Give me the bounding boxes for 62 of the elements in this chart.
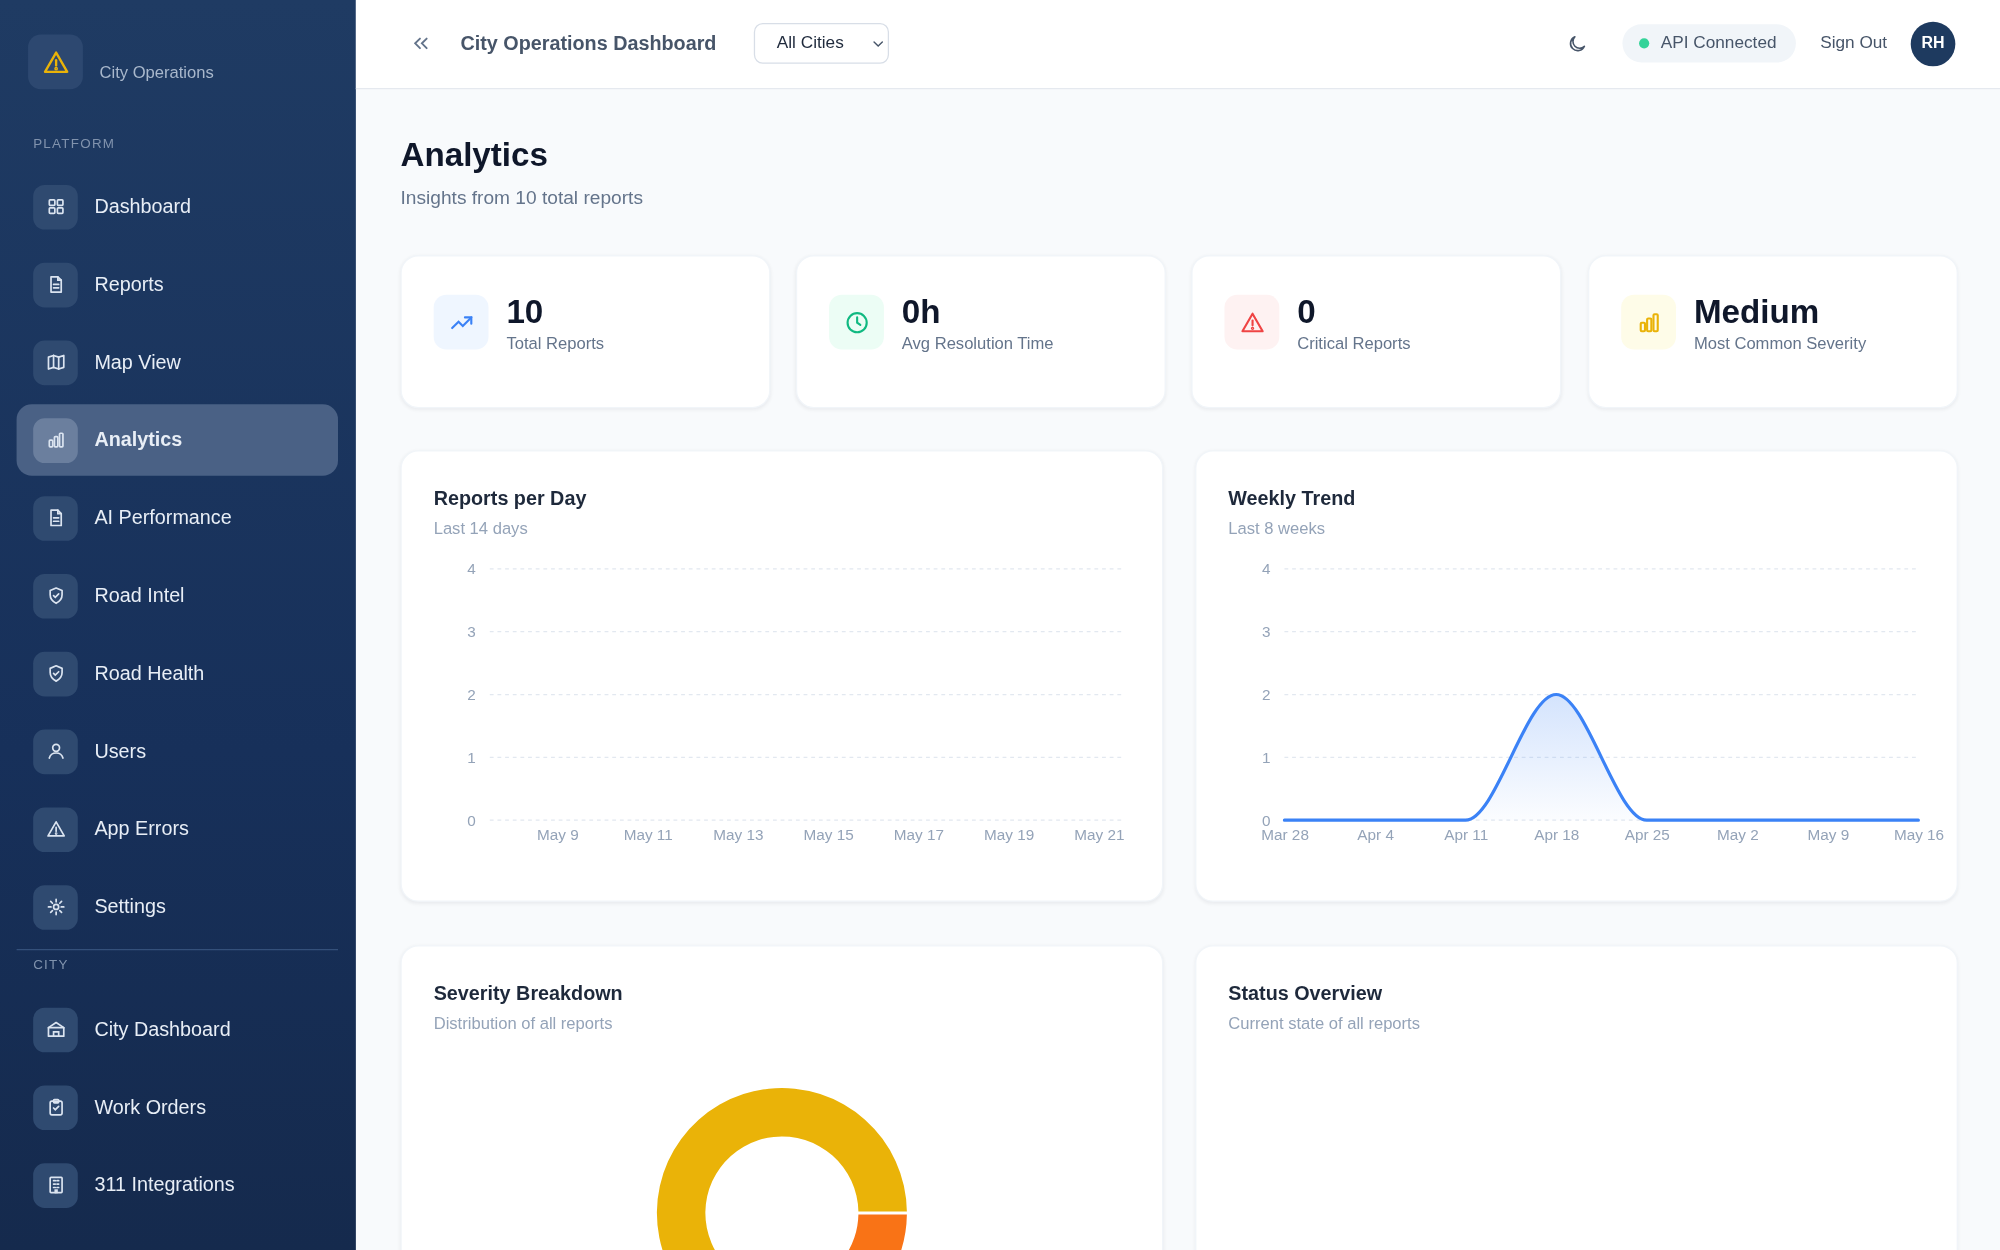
text: Settings: [94, 894, 166, 919]
text: PLATFORM: [33, 135, 116, 153]
chart-subtitle: Last 8 weeks: [1228, 518, 1326, 540]
text: Work Orders: [94, 1094, 207, 1120]
x-tick-label: Apr 18: [1534, 825, 1580, 843]
x-tick-label: May 11: [623, 825, 673, 843]
text: Most Common Severity: [1693, 333, 1867, 355]
y-tick-label: 2: [1261, 686, 1271, 704]
chart-title: Reports per Day: [433, 486, 587, 511]
text: Current state of all reports: [1228, 1013, 1421, 1035]
text: Analytics: [94, 427, 183, 453]
x-tick-label: May 17: [893, 825, 945, 843]
y-tick-label: 0: [467, 811, 476, 829]
text: Distribution of all reports: [433, 1013, 613, 1035]
chart-title: Severity Breakdown: [433, 981, 623, 1006]
text: Total Reports: [506, 333, 605, 355]
text: Road Intel: [94, 583, 185, 608]
text: 0: [1297, 291, 1316, 333]
text: CITY: [33, 956, 69, 975]
text: City Dashboard: [94, 1016, 231, 1042]
x-tick-label: May 21: [1074, 825, 1125, 843]
text: Medium: [1693, 291, 1820, 333]
y-tick-label: 4: [1261, 560, 1271, 578]
text: Avg Resolution Time: [901, 333, 1054, 355]
y-tick-label: 4: [467, 560, 477, 578]
x-tick-label: Apr 11: [1444, 825, 1489, 843]
text: Insights from 10 total reports: [400, 185, 643, 211]
x-tick-label: Apr 4: [1357, 825, 1395, 843]
text: Analytics: [400, 134, 548, 176]
y-tick-label: 3: [1261, 623, 1271, 641]
text: All Cities: [776, 32, 844, 55]
x-tick-label: May 13: [713, 825, 764, 843]
chart-title: Weekly Trend: [1228, 486, 1356, 511]
y-tick-label: 2: [467, 686, 476, 704]
text: App Errors: [94, 816, 189, 842]
y-tick-label: 1: [1261, 748, 1271, 766]
x-tick-label: May 15: [803, 825, 854, 843]
x-tick-label: May 16: [1893, 825, 1945, 843]
text: 0h: [901, 291, 941, 333]
text: Map View: [94, 349, 181, 375]
text: City Operations: [99, 61, 214, 84]
chart-subtitle: Last 14 days: [433, 518, 528, 540]
text: Status Overview: [1228, 981, 1383, 1006]
x-tick-label: May 9: [537, 825, 579, 843]
text: Reports: [94, 271, 164, 297]
text: AI Performance: [94, 505, 232, 530]
text: RH: [1921, 33, 1945, 55]
text: Dashboard: [94, 194, 192, 219]
x-tick-label: May 19: [984, 825, 1035, 843]
text: API Connected: [1660, 32, 1777, 55]
text: 10: [506, 291, 544, 333]
text: Users: [94, 738, 147, 764]
x-tick-label: May 2: [1717, 825, 1759, 843]
y-tick-label: 1: [467, 748, 476, 766]
text: 311 Integrations: [94, 1172, 235, 1198]
text: City Operations Dashboard: [460, 30, 717, 56]
text: Road Health: [94, 660, 205, 686]
text: Critical Reports: [1297, 333, 1411, 355]
text: Sign Out: [1820, 32, 1888, 55]
x-tick-label: May 9: [1807, 825, 1850, 843]
x-tick-label: Apr 25: [1624, 825, 1670, 843]
y-tick-label: 3: [467, 623, 476, 641]
